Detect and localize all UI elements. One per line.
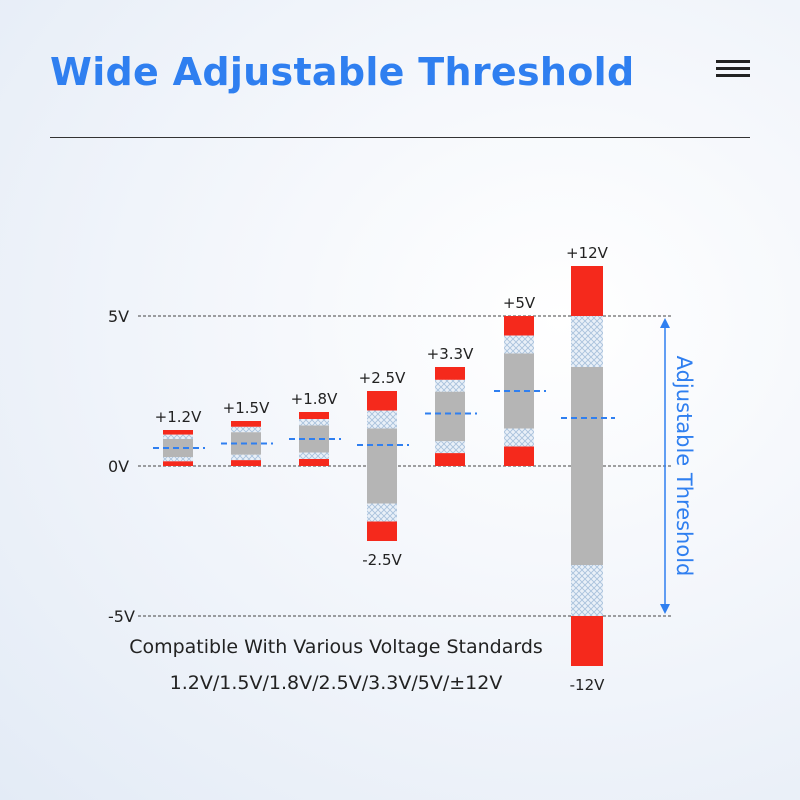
logic-high-segment — [504, 316, 534, 336]
hamburger-menu-icon[interactable] — [716, 60, 750, 80]
voltage-bar: +3.3V — [425, 345, 477, 466]
bar-bottom-label: -12V — [570, 676, 605, 694]
caption-line-2: 1.2V/1.5V/1.8V/2.5V/3.3V/5V/±12V — [169, 672, 503, 694]
voltage-bar: +1.5V — [221, 399, 273, 466]
voltage-bar: +1.8V — [289, 390, 341, 466]
logic-high-segment — [367, 391, 397, 411]
arrow-up-icon — [660, 318, 670, 328]
voltage-bar: +12V -12V — [561, 244, 615, 694]
voltage-bar: +5V — [494, 294, 546, 466]
voltage-bar: +2.5V -2.5V — [357, 369, 409, 569]
high-transition-zone — [367, 410, 397, 429]
low-transition-zone — [231, 454, 261, 461]
bar-top-label: +1.5V — [223, 399, 270, 417]
undefined-region — [435, 391, 465, 442]
high-transition-zone — [163, 434, 193, 439]
low-transition-zone — [367, 503, 397, 522]
logic-high-segment — [435, 367, 465, 380]
adjustable-threshold-label: Adjustable Threshold — [672, 355, 696, 577]
voltage-bar: +1.2V — [153, 408, 205, 466]
high-transition-zone — [231, 426, 261, 433]
undefined-region — [367, 428, 397, 504]
bar-top-label: +1.8V — [291, 390, 338, 408]
high-transition-zone — [299, 419, 329, 426]
bar-top-label: +3.3V — [427, 345, 474, 363]
menu-bar — [716, 74, 750, 77]
logic-low-segment — [163, 461, 193, 466]
menu-bar — [716, 60, 750, 63]
low-transition-zone — [504, 428, 534, 447]
logic-low-segment — [299, 458, 329, 466]
logic-low-segment — [367, 521, 397, 541]
bar-top-label: +1.2V — [155, 408, 202, 426]
high-transition-zone — [435, 379, 465, 392]
logic-low-segment — [231, 460, 261, 466]
logic-low-segment — [435, 453, 465, 466]
low-transition-zone — [163, 457, 193, 462]
low-transition-zone — [299, 452, 329, 459]
logic-high-segment — [571, 266, 603, 316]
logic-high-segment — [299, 412, 329, 420]
high-transition-zone — [571, 316, 603, 367]
high-transition-zone — [504, 335, 534, 354]
menu-bar — [716, 67, 750, 70]
arrow-down-icon — [660, 604, 670, 614]
caption-line-1: Compatible With Various Voltage Standard… — [129, 636, 543, 658]
bar-top-label: +2.5V — [359, 369, 406, 387]
bar-bottom-label: -2.5V — [362, 551, 402, 569]
logic-high-segment — [163, 430, 193, 435]
y-tick-label: -5V — [108, 607, 135, 626]
undefined-region — [571, 367, 603, 565]
logic-high-segment — [231, 421, 261, 427]
low-transition-zone — [435, 441, 465, 454]
y-tick-label: 5V — [108, 307, 129, 326]
y-tick-label: 0V — [108, 457, 129, 476]
logic-low-segment — [504, 446, 534, 466]
bar-top-label: +5V — [503, 294, 536, 312]
page-title: Wide Adjustable Threshold — [50, 50, 635, 94]
logic-low-segment — [571, 616, 603, 666]
header-divider — [50, 137, 750, 138]
low-transition-zone — [571, 565, 603, 616]
bar-top-label: +12V — [566, 244, 609, 262]
